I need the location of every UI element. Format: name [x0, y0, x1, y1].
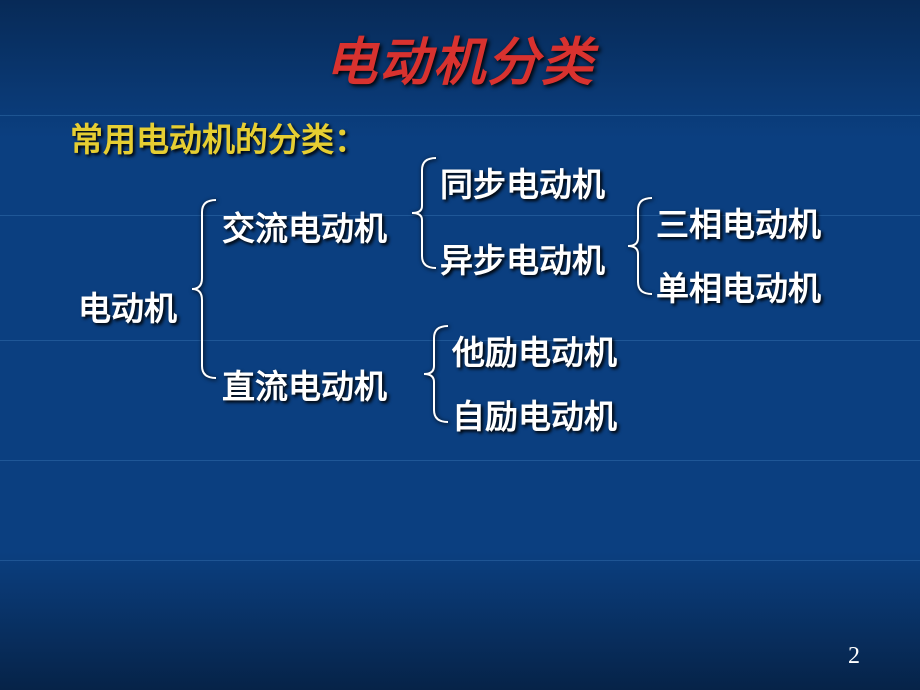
page-number: 2: [848, 643, 860, 670]
tree-node-sync: 同步电动机: [440, 158, 605, 206]
tree-node-separately-excited: 他励电动机: [452, 326, 617, 374]
tree-root: 电动机: [78, 282, 177, 330]
grid-line: [0, 460, 920, 461]
bracket-icon: [192, 200, 216, 378]
bracket-icon: [424, 326, 448, 422]
tree-node-dc: 直流电动机: [222, 360, 387, 408]
bracket-icon: [412, 158, 436, 268]
bracket-icon: [628, 198, 652, 294]
slide: 电动机分类 常用电动机的分类： 电动机 交流电动机 直流电动机 同步电动机 异步…: [0, 0, 920, 690]
grid-line: [0, 560, 920, 561]
tree-node-three-phase: 三相电动机: [656, 198, 821, 246]
slide-subtitle: 常用电动机的分类：: [70, 113, 367, 161]
tree-node-self-excited: 自励电动机: [452, 390, 617, 438]
tree-node-async: 异步电动机: [440, 234, 605, 282]
tree-node-ac: 交流电动机: [222, 202, 387, 250]
tree-node-single-phase: 单相电动机: [656, 262, 821, 310]
slide-title: 电动机分类: [0, 20, 920, 95]
